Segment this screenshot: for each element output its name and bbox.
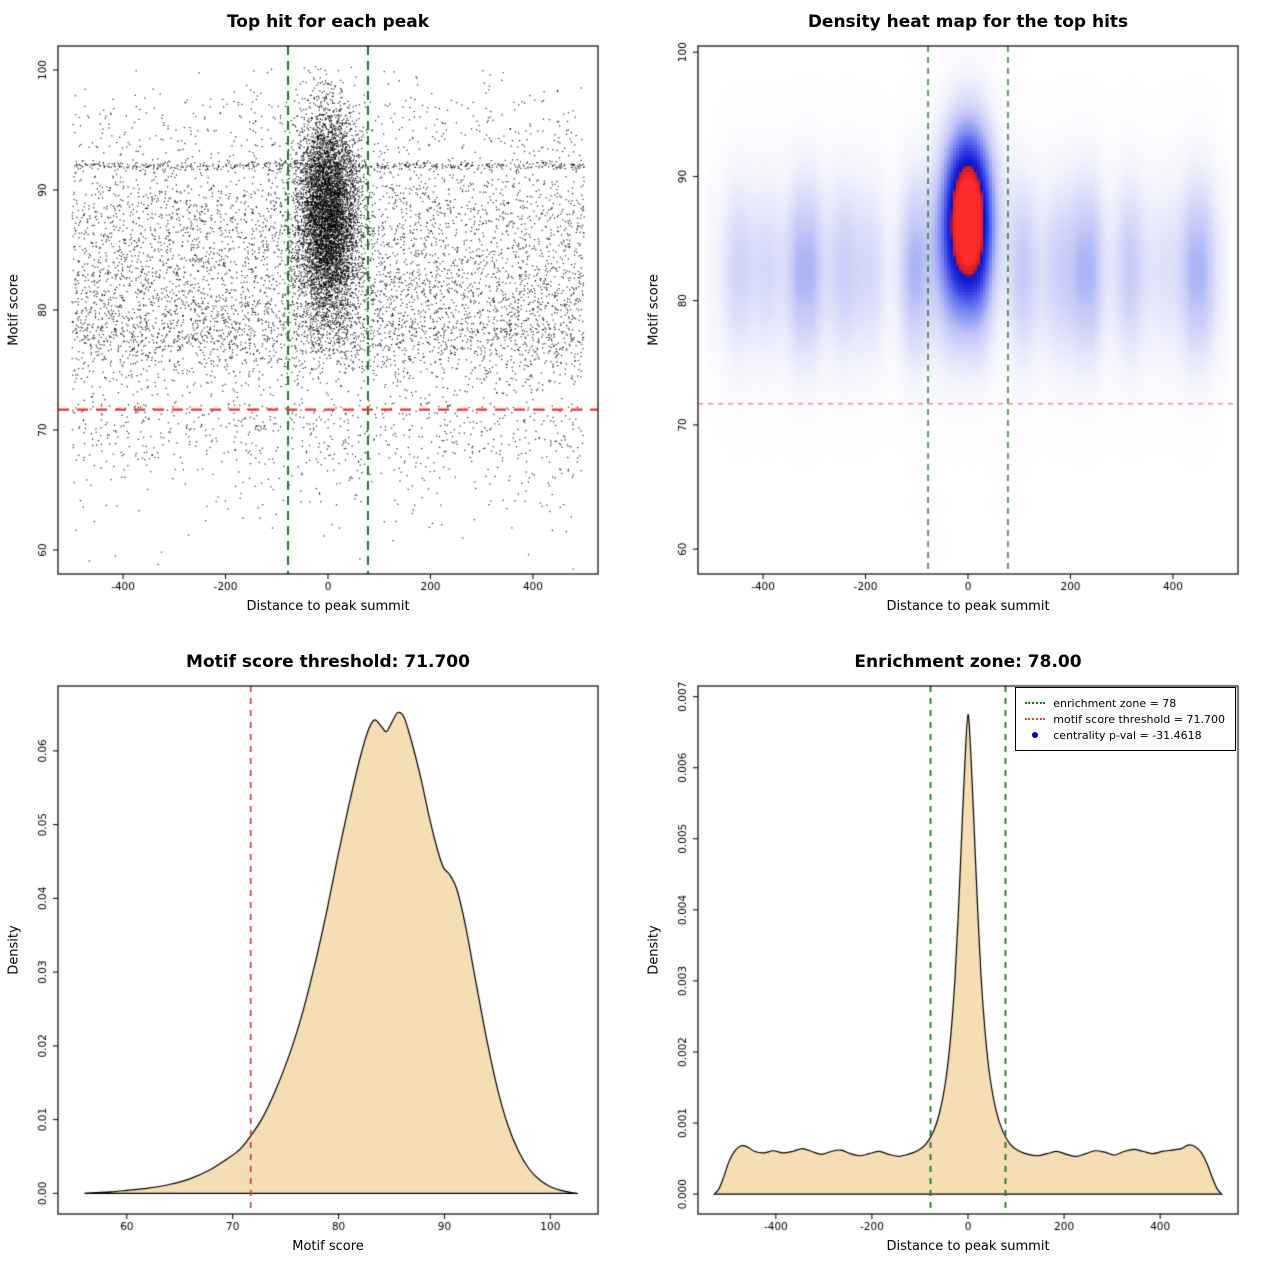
y-axis-label: Density — [646, 925, 662, 975]
panel-title: Enrichment zone: 78.00 — [854, 652, 1082, 672]
legend-entry: motif score threshold = 71.700 — [1024, 711, 1225, 727]
legend-label: enrichment zone = 78 — [1053, 696, 1177, 710]
legend-entry: centrality p-val = -31.4618 — [1024, 727, 1225, 743]
x-axis-label: Distance to peak summit — [886, 1239, 1050, 1254]
y-axis-label: Motif score — [646, 274, 662, 346]
x-axis-label: Distance to peak summit — [246, 599, 410, 614]
plot-legend: enrichment zone = 78 motif score threshol… — [1015, 687, 1236, 751]
legend-label: motif score threshold = 71.700 — [1053, 712, 1225, 726]
legend-dotted-line-icon — [1024, 718, 1046, 720]
panel-motif-score-density: Motif score threshold: 71.700 Motif scor… — [0, 640, 640, 1280]
legend-entry: enrichment zone = 78 — [1024, 695, 1225, 711]
legend-label: centrality p-val = -31.4618 — [1053, 728, 1202, 742]
legend-dotted-line-icon — [1024, 702, 1046, 704]
panel-title: Density heat map for the top hits — [807, 12, 1129, 32]
panel-distance-density: Enrichment zone: 78.00 Distance to peak … — [640, 640, 1280, 1280]
panel-top-hit-scatter: Top hit for each peak Distance to peak s… — [0, 0, 640, 640]
legend-dot-icon — [1024, 732, 1046, 738]
panel-title: Top hit for each peak — [226, 12, 430, 32]
x-axis-label: Distance to peak summit — [886, 599, 1050, 614]
scatter-plot-canvas — [0, 0, 640, 640]
x-axis-label: Motif score — [292, 1239, 364, 1254]
heatmap-canvas — [640, 0, 1280, 640]
panel-title: Motif score threshold: 71.700 — [186, 652, 470, 672]
motif-density-canvas — [0, 640, 640, 1280]
y-axis-label: Motif score — [6, 274, 22, 346]
y-axis-label: Density — [6, 925, 22, 975]
panel-density-heatmap: Density heat map for the top hits Distan… — [640, 0, 1280, 640]
